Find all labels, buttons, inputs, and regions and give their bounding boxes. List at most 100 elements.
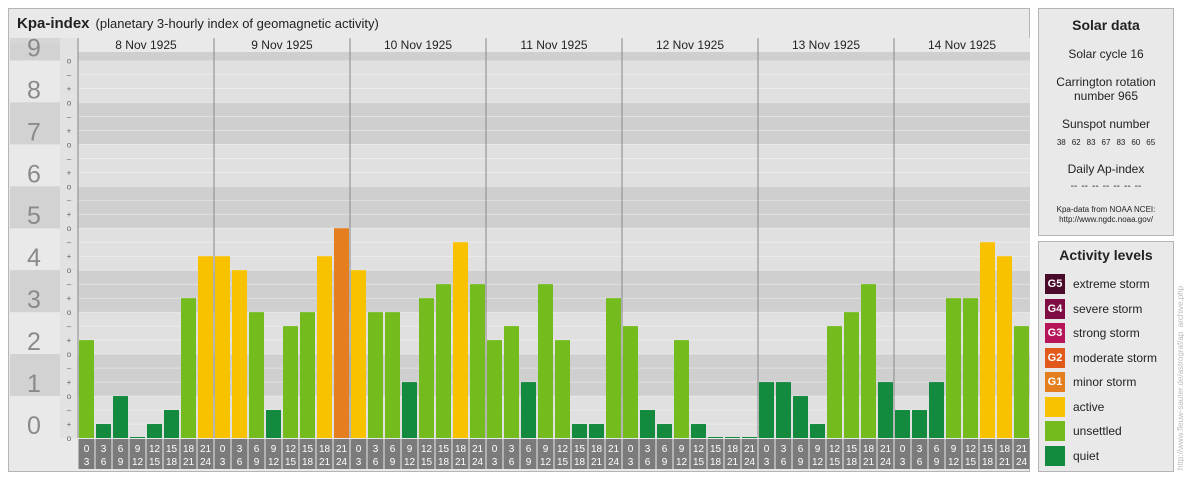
hour-end-label: 21: [591, 457, 603, 468]
sunspot-value: 38: [1056, 138, 1066, 147]
sub-tick-label: –: [67, 364, 72, 373]
sub-tick-label: o: [67, 392, 72, 401]
kp-bar: [776, 382, 791, 438]
hour-start-label: 15: [574, 444, 586, 455]
solar-data-title: Solar data: [1072, 17, 1140, 33]
hour-end-label: 3: [356, 457, 362, 468]
kp-bar: [742, 437, 757, 438]
sub-tick-label: –: [67, 70, 72, 79]
hour-cell: [809, 439, 826, 469]
y-tick-label: 0: [27, 412, 41, 440]
hour-start-label: 3: [237, 444, 243, 455]
hour-cell: [656, 439, 673, 469]
hour-end-label: 3: [492, 457, 498, 468]
kp-level-band: [78, 102, 1030, 145]
legend-swatch: G1: [1045, 372, 1065, 392]
hour-cell: [588, 439, 605, 469]
sub-tick-label: +: [67, 252, 72, 261]
kp-bar: [130, 437, 145, 438]
y-tick-label: 7: [27, 118, 41, 146]
kp-level-band: [78, 60, 1030, 103]
hour-cell: [945, 439, 962, 469]
chart-title-main: Kpa-index: [17, 15, 90, 32]
hour-start-label: 3: [509, 444, 515, 455]
hour-end-label: 3: [220, 457, 226, 468]
sub-tick-label: o: [67, 308, 72, 317]
kp-bar: [589, 424, 604, 438]
hour-start-label: 18: [591, 444, 603, 455]
hour-cell: [792, 439, 809, 469]
kp-bar: [844, 312, 859, 438]
hour-end-label: 3: [84, 457, 90, 468]
hour-cell: [435, 439, 452, 469]
hour-end-label: 18: [302, 457, 314, 468]
hour-cell: [265, 439, 282, 469]
sub-tick-label: +: [67, 420, 72, 429]
legend-label: severe storm: [1073, 301, 1143, 316]
ap-index-value: --: [1113, 181, 1120, 192]
ap-index-label: Daily Ap-index: [1067, 162, 1145, 176]
hour-start-label: 6: [662, 444, 668, 455]
hour-start-label: 3: [781, 444, 787, 455]
hour-cell: [537, 439, 554, 469]
y-label-band: [10, 354, 60, 397]
kp-bar: [963, 298, 978, 438]
hour-cell: [1013, 439, 1030, 469]
hour-cell: [962, 439, 979, 469]
sunspot-value: 65: [1146, 138, 1156, 147]
chart-title-sub: (planetary 3-hourly index of geomagnetic…: [95, 16, 379, 31]
hour-end-label: 12: [404, 457, 416, 468]
legend-label: strong storm: [1073, 326, 1140, 340]
hour-end-label: 21: [455, 457, 467, 468]
sunspot-values: 38 62 83 67 83 60 65: [1039, 138, 1173, 147]
sub-tick-label: +: [67, 336, 72, 345]
hour-start-label: 18: [455, 444, 467, 455]
hour-cell: [367, 439, 384, 469]
day-label: 8 Nov 1925: [115, 38, 177, 52]
hour-cell: [112, 439, 129, 469]
hour-start-label: 12: [829, 444, 841, 455]
kp-bar: [606, 298, 621, 438]
hour-cell: [775, 439, 792, 469]
hour-start-label: 12: [149, 444, 161, 455]
hour-cell: [724, 439, 741, 469]
sub-tick-label: +: [67, 168, 72, 177]
hour-end-label: 24: [336, 457, 348, 468]
solar-data-panel: Solar data Solar cycle 16 Carrington rot…: [1038, 8, 1174, 236]
sub-tick-label: o: [67, 140, 72, 149]
hour-end-label: 3: [764, 457, 770, 468]
day-label: 14 Nov 1925: [928, 38, 996, 52]
kp-bar: [912, 410, 927, 438]
sub-tick-label: o: [67, 182, 72, 191]
kp-bar: [487, 340, 502, 438]
sub-tick-label: o: [67, 434, 72, 443]
hour-end-label: 9: [118, 457, 124, 468]
sub-tick-label: –: [67, 406, 72, 415]
hour-start-label: 0: [764, 444, 770, 455]
hour-cell: [503, 439, 520, 469]
hour-start-label: 9: [271, 444, 277, 455]
ap-index-value: --: [1091, 181, 1099, 192]
kp-bar: [521, 382, 536, 438]
hour-cell: [571, 439, 588, 469]
hour-end-label: 24: [472, 457, 484, 468]
hour-end-label: 6: [237, 457, 243, 468]
y-tick-label: 9: [27, 34, 41, 62]
hour-start-label: 15: [302, 444, 314, 455]
y-label-band: [10, 144, 60, 187]
y-tick-label: 2: [27, 328, 41, 356]
legend-item: G2 moderate storm: [1045, 347, 1157, 368]
hour-end-label: 18: [574, 457, 586, 468]
kp-bar: [436, 284, 451, 438]
sub-tick-label: +: [67, 378, 72, 387]
kp-bar: [623, 326, 638, 438]
hour-end-label: 15: [693, 457, 705, 468]
y-tick-label: 6: [27, 160, 41, 188]
hour-cell: [78, 439, 95, 469]
sub-tick-label: –: [67, 154, 72, 163]
kp-bar: [878, 382, 893, 438]
sub-tick-label: o: [67, 350, 72, 359]
hour-end-label: 6: [917, 457, 923, 468]
activity-levels-title: Activity levels: [1059, 247, 1153, 263]
hour-cell: [146, 439, 163, 469]
